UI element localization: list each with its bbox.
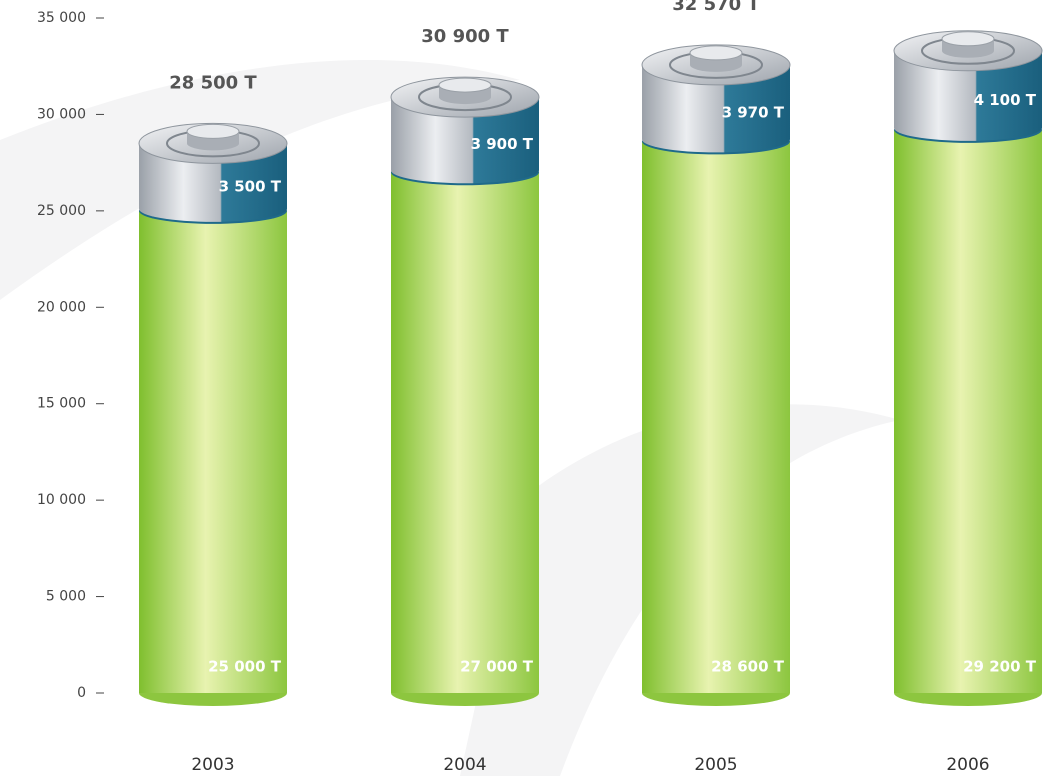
cap-button-base <box>942 43 994 58</box>
cap-button <box>941 31 995 47</box>
y-tick-label: 30 000 <box>37 106 86 122</box>
value-label: 29 200 T <box>963 658 1037 676</box>
x-tick-label: 2003 <box>191 755 234 775</box>
value-label: 3 500 T <box>219 178 282 196</box>
cap-button <box>689 45 743 61</box>
cap-button-base <box>187 136 239 151</box>
background-swoosh <box>0 60 520 300</box>
y-tick-label: 10 000 <box>37 492 86 508</box>
bar <box>391 172 539 694</box>
y-tick-label: 25 000 <box>37 203 86 219</box>
x-tick-label: 2004 <box>443 755 486 775</box>
value-label: 4 100 T <box>974 91 1037 109</box>
total-label: 33 300 T <box>924 0 1012 1</box>
value-label: 27 000 T <box>460 658 534 676</box>
cap-button <box>438 77 492 93</box>
total-label: 28 500 T <box>169 72 257 93</box>
value-label: 3 970 T <box>722 104 785 122</box>
y-tick-label: 15 000 <box>37 396 86 412</box>
x-tick-label: 2006 <box>946 755 989 775</box>
total-label: 32 570 T <box>672 0 760 15</box>
y-tick-label: 20 000 <box>37 299 86 315</box>
value-label: 28 600 T <box>711 658 785 676</box>
y-tick-label: 0 <box>77 685 86 701</box>
bar <box>139 210 287 693</box>
bar <box>894 129 1042 693</box>
y-tick-label: 5 000 <box>46 589 86 605</box>
value-label: 3 900 T <box>471 135 534 153</box>
value-label: 25 000 T <box>208 658 282 676</box>
y-tick-label: 35 000 <box>37 10 86 26</box>
total-label: 30 900 T <box>421 26 509 47</box>
cap-button <box>186 123 240 139</box>
cap-button-base <box>439 90 491 105</box>
background-swoosh <box>460 404 900 776</box>
bar <box>642 141 790 693</box>
x-tick-label: 2005 <box>694 755 737 775</box>
cap-button-base <box>690 57 742 72</box>
